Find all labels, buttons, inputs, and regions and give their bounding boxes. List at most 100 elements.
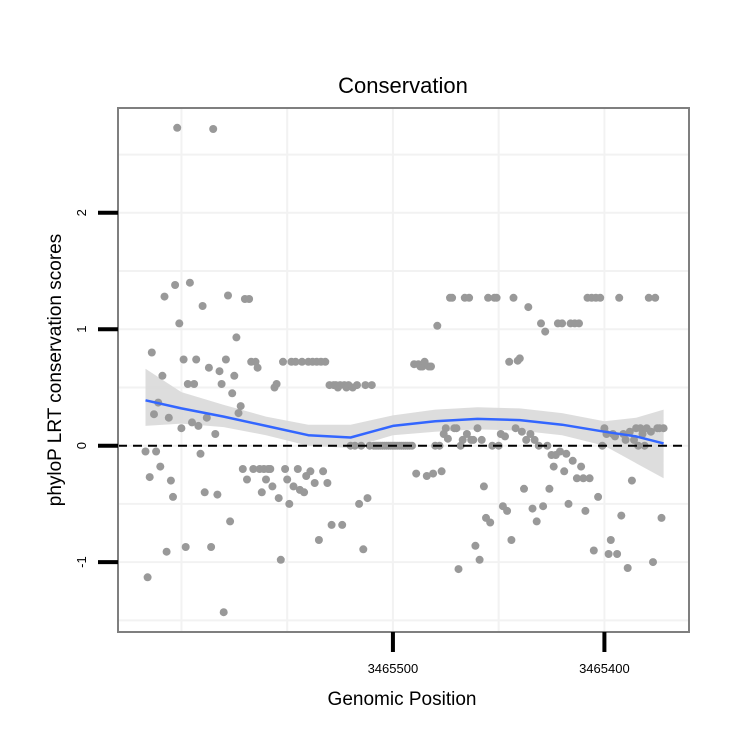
data-point	[505, 357, 514, 366]
data-point	[556, 447, 564, 456]
y-tick-label: 1	[74, 326, 89, 333]
data-point	[179, 355, 188, 364]
data-point	[262, 475, 270, 484]
data-point	[462, 430, 471, 438]
data-point	[150, 410, 158, 419]
panel-background	[118, 108, 689, 632]
data-point	[625, 427, 634, 436]
data-point	[298, 357, 306, 366]
data-point	[469, 435, 478, 444]
data-point	[541, 327, 550, 336]
panel-border	[117, 107, 690, 633]
data-point	[486, 518, 495, 527]
data-point	[353, 381, 361, 390]
data-point	[190, 380, 199, 388]
data-point	[651, 293, 660, 302]
data-point	[520, 484, 528, 493]
data-point	[145, 473, 154, 482]
data-point	[437, 467, 446, 476]
data-point	[528, 504, 537, 513]
data-point	[300, 488, 309, 497]
data-point	[143, 573, 152, 582]
data-point	[649, 558, 657, 567]
data-point	[211, 430, 220, 438]
data-point	[422, 472, 431, 480]
data-point	[285, 499, 294, 508]
data-point	[276, 555, 285, 564]
data-point	[289, 482, 298, 491]
data-point	[581, 506, 590, 515]
data-point	[634, 441, 643, 450]
data-point	[169, 492, 177, 501]
data-point	[147, 348, 156, 357]
data-point	[507, 536, 516, 544]
data-point	[477, 435, 486, 444]
data-point	[209, 125, 218, 133]
data-point	[323, 479, 332, 487]
data-point	[532, 517, 541, 526]
y-tick-label: 2	[74, 209, 89, 216]
data-point	[160, 292, 169, 301]
data-point	[558, 319, 567, 328]
data-point	[226, 517, 235, 526]
data-point	[589, 546, 598, 555]
data-point	[236, 402, 245, 411]
data-point	[515, 354, 524, 363]
y-axis-title: phyloP LRT conservation scores	[45, 234, 66, 507]
data-point	[177, 424, 186, 433]
data-point	[321, 357, 330, 366]
data-point	[310, 479, 319, 487]
data-point	[564, 499, 573, 508]
data-point	[367, 381, 376, 390]
data-point	[659, 424, 668, 433]
data-point	[361, 381, 370, 390]
data-point	[575, 319, 583, 328]
data-point	[522, 435, 531, 444]
data-point	[488, 441, 497, 450]
data-point	[238, 465, 247, 473]
data-point	[511, 424, 520, 433]
data-point	[549, 462, 558, 471]
data-point	[234, 409, 243, 418]
data-point	[596, 293, 605, 302]
data-point	[166, 476, 175, 485]
data-point	[621, 435, 630, 444]
y-tick-label: -1	[74, 556, 89, 568]
data-point	[433, 321, 442, 330]
data-point	[224, 291, 232, 300]
data-point	[644, 293, 653, 302]
data-point	[327, 520, 336, 529]
data-point	[568, 456, 577, 465]
smooth-line-layer	[145, 399, 664, 445]
data-point	[266, 465, 275, 473]
data-point	[164, 413, 173, 422]
data-point	[243, 475, 251, 484]
data-point	[291, 357, 300, 366]
data-point	[509, 293, 518, 302]
data-point	[560, 467, 569, 476]
x-tick-label: 3465500	[368, 661, 419, 676]
data-point	[181, 543, 190, 551]
data-point	[646, 427, 655, 436]
data-point	[617, 511, 626, 520]
data-point	[213, 490, 222, 499]
data-point	[441, 424, 450, 433]
data-point	[158, 371, 167, 380]
smooth-line	[145, 399, 664, 445]
data-point	[465, 293, 474, 302]
y-tick-label: 0	[74, 442, 89, 449]
data-point	[492, 293, 501, 302]
data-point	[185, 278, 194, 287]
data-point	[293, 465, 302, 473]
plot-panel	[117, 107, 690, 633]
data-point	[630, 435, 638, 444]
data-point	[204, 363, 213, 372]
data-point	[539, 502, 548, 511]
data-point	[355, 499, 364, 508]
data-point	[526, 430, 535, 438]
y-axis: -1 0 1 2	[74, 209, 118, 568]
data-point	[253, 363, 262, 372]
data-point	[175, 319, 184, 328]
chart-title: Conservation	[338, 73, 468, 98]
data-point	[279, 357, 287, 366]
